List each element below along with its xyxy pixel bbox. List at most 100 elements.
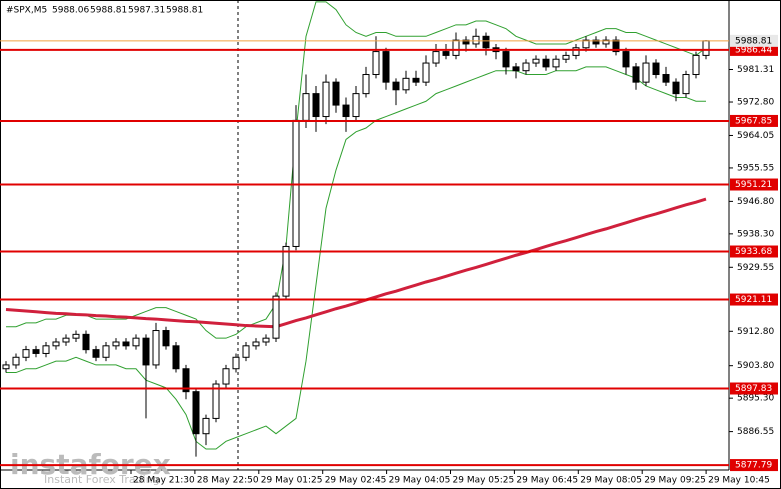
candle-body: [602, 39, 610, 45]
y-tick-label: 5955.55: [737, 163, 774, 173]
candle-body: [232, 356, 240, 370]
level-label-bg: [730, 43, 778, 56]
candle-body: [502, 51, 510, 68]
candle-body: [112, 341, 120, 347]
y-tick-label: 5912.80: [737, 327, 774, 337]
candle-body: [482, 35, 490, 49]
candle-body: [652, 62, 660, 76]
candle-body: [472, 35, 480, 45]
y-tick-label: 5964.05: [737, 131, 774, 141]
current-price-bg: [730, 34, 778, 47]
candle-body: [282, 245, 290, 297]
candle-body: [302, 93, 310, 121]
x-tick-label: 29 May 01:25: [261, 476, 323, 486]
candle-body: [432, 51, 440, 64]
candle-body: [512, 66, 520, 72]
y-tick-label: 5929.55: [737, 263, 774, 273]
y-tick-label: 5886.55: [737, 427, 774, 437]
candle-body: [452, 39, 460, 56]
level-label-bg: [730, 382, 778, 395]
y-tick-label: 5972.80: [737, 98, 774, 108]
quote-value: 5988.81: [166, 6, 203, 16]
candle-body: [702, 40, 710, 56]
candle-body: [62, 337, 70, 343]
brand-tagline: Instant Forex Trading: [44, 473, 160, 486]
level-label: 5877.79: [735, 461, 772, 471]
candle-body: [212, 383, 220, 419]
candle-body: [272, 295, 280, 339]
candle-body: [592, 39, 600, 45]
candle-body: [532, 58, 540, 64]
candle-body: [562, 54, 570, 60]
level-label-bg: [730, 459, 778, 472]
candle-body: [262, 337, 270, 343]
x-tick-label: 29 May 06:45: [516, 476, 578, 486]
x-tick-label: 29 May 02:45: [325, 476, 387, 486]
symbol: #SPX,M5: [6, 6, 47, 16]
candle-body: [412, 77, 420, 83]
x-tick-label: 29 May 04:05: [389, 476, 451, 486]
candle-body: [222, 368, 230, 385]
level-label-bg: [730, 114, 778, 127]
candle-body: [12, 356, 20, 366]
candle-body: [632, 66, 640, 83]
candle-body: [642, 62, 650, 83]
x-tick-label: 28 May 22:50: [197, 476, 259, 486]
candle-body: [522, 62, 530, 72]
level-label-bg: [730, 245, 778, 258]
candle-body: [52, 341, 60, 347]
candle-body: [332, 81, 340, 106]
candle-body: [662, 74, 670, 83]
candle-body: [692, 54, 700, 76]
candle-body: [172, 345, 180, 370]
candle-body: [82, 333, 90, 351]
candle-body: [352, 93, 360, 118]
candle-body: [182, 368, 190, 393]
candle-body: [582, 39, 590, 49]
level-label-bg: [730, 178, 778, 191]
candle-body: [142, 337, 150, 366]
candle-body: [152, 330, 160, 366]
candle-body: [32, 349, 40, 354]
candle-body: [382, 51, 390, 83]
level-label: 5986.44: [735, 45, 772, 55]
candle-body: [422, 62, 430, 83]
y-tick-label: 5938.30: [737, 229, 774, 239]
candle-body: [292, 119, 300, 247]
candle-body: [322, 81, 330, 118]
y-tick-label: 5895.30: [737, 394, 774, 404]
level-label-bg: [730, 293, 778, 306]
candle-body: [362, 74, 370, 95]
band-upper: [6, 1, 707, 339]
candle-body: [442, 51, 450, 56]
level-label: 5951.21: [735, 180, 772, 190]
candle-body: [402, 77, 410, 91]
candle-body: [122, 341, 130, 347]
candle-body: [22, 349, 30, 358]
candle-body: [372, 51, 380, 76]
candle-body: [132, 337, 140, 347]
level-label: 5921.11: [735, 295, 772, 305]
level-label: 5933.68: [735, 247, 772, 257]
quote-value: 5988.06: [52, 6, 89, 16]
x-tick-label: 29 May 10:45: [708, 476, 770, 486]
level-label: 5897.83: [735, 384, 772, 394]
y-tick-label: 5946.80: [737, 197, 774, 207]
current-price-label: 5988.81: [735, 36, 772, 46]
candle-body: [542, 58, 550, 68]
y-tick-label: 5981.31: [737, 65, 774, 75]
level-label: 5967.85: [735, 116, 772, 126]
candle-body: [462, 39, 470, 45]
candle-body: [72, 333, 80, 339]
candle-body: [92, 349, 100, 358]
candle-body: [622, 51, 630, 68]
candle-body: [612, 39, 620, 53]
quote-value: 5987.31: [128, 6, 165, 16]
x-tick-label: 29 May 05:25: [453, 476, 515, 486]
y-tick-label: 5903.80: [737, 361, 774, 371]
x-tick-label: 29 May 09:25: [644, 476, 706, 486]
quote-value: 5988.81: [90, 6, 127, 16]
